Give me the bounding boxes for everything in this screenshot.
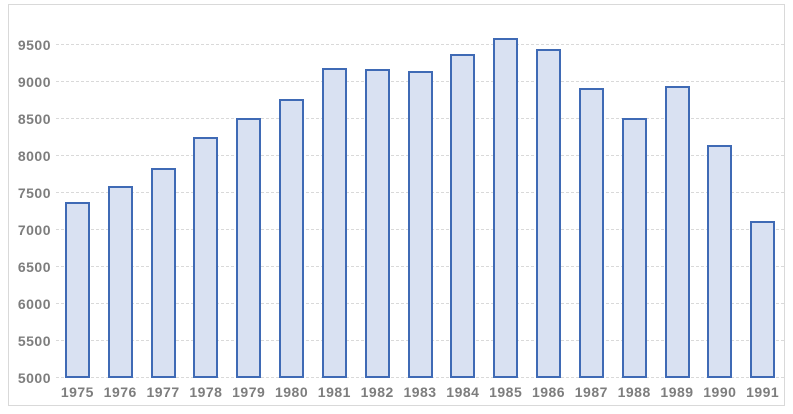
bar-1982 <box>364 69 390 378</box>
x-tick-label: 1984 <box>446 384 480 400</box>
chart-frame: 5000 5500 6000 6500 7000 7500 8000 8500 9000 9500… <box>8 4 785 406</box>
x-tick-label: 1985 <box>489 384 523 400</box>
x-tick-label: 1981 <box>317 384 351 400</box>
bar-1980 <box>279 98 305 378</box>
bar-slot <box>227 27 270 378</box>
bar-slot <box>184 27 227 378</box>
bar-1986 <box>536 49 562 378</box>
plot-area <box>56 27 784 378</box>
bar-slot <box>741 27 784 378</box>
x-tick-label: 1987 <box>574 384 608 400</box>
gridline <box>56 44 784 46</box>
x-tick-label: 1979 <box>232 384 266 400</box>
x-tick-label: 1977 <box>146 384 180 400</box>
x-tick-label: 1988 <box>617 384 651 400</box>
x-tick-label: 1990 <box>703 384 737 400</box>
bar-1990 <box>707 145 733 378</box>
bar-slot <box>698 27 741 378</box>
y-tick-label: 5000 <box>17 370 51 386</box>
bars-container <box>56 27 784 378</box>
bar-slot <box>142 27 185 378</box>
x-tick-label: 1980 <box>274 384 309 400</box>
y-tick-label: 8000 <box>17 148 51 165</box>
bar-slot <box>570 27 613 378</box>
y-tick-label: 7500 <box>17 185 51 202</box>
x-tick-label: 1989 <box>660 384 694 400</box>
bar-slot <box>527 27 570 378</box>
bar-slot <box>484 27 527 378</box>
y-tick-label: 6000 <box>17 296 51 313</box>
y-tick-label: 6500 <box>17 259 51 276</box>
bar-1991 <box>750 221 776 378</box>
bar-1988 <box>621 117 647 378</box>
y-tick-label: 5500 <box>17 333 51 350</box>
bar-1979 <box>236 117 262 378</box>
bar-slot <box>270 27 313 378</box>
x-axis-labels: 1975 1976 1977 1978 1979 1980 1981 1982 1983 1984… <box>56 381 784 403</box>
y-tick-label: 9500 <box>17 37 51 54</box>
bar-slot <box>399 27 442 378</box>
bar-1985 <box>493 38 519 378</box>
bar-slot <box>613 27 656 378</box>
bar-1976 <box>107 185 133 378</box>
bar-1981 <box>321 67 347 378</box>
y-tick-label: 7000 <box>17 222 51 239</box>
x-tick-label: 1975 <box>60 384 94 400</box>
bar-1975 <box>64 202 90 378</box>
bar-slot <box>356 27 399 378</box>
bar-slot <box>56 27 99 378</box>
bar-slot <box>99 27 142 378</box>
bar-1984 <box>450 53 476 378</box>
bar-1987 <box>578 88 604 378</box>
x-tick-label: 1991 <box>746 384 780 400</box>
bar-1983 <box>407 71 433 378</box>
bar-1978 <box>193 137 219 378</box>
y-axis-labels: 5000 5500 6000 6500 7000 7500 8000 8500 9000 9500 <box>13 27 51 385</box>
y-tick-label: 9000 <box>17 74 51 91</box>
bar-1977 <box>150 168 176 378</box>
x-tick-label: 1978 <box>189 384 223 400</box>
bar-slot <box>441 27 484 378</box>
x-tick-label: 1986 <box>531 384 566 400</box>
x-tick-label: 1976 <box>103 384 137 400</box>
bar-1989 <box>664 86 690 378</box>
x-tick-label: 1983 <box>403 384 437 400</box>
y-tick-label: 8500 <box>17 111 51 128</box>
bar-slot <box>656 27 699 378</box>
x-tick-label: 1982 <box>360 384 394 400</box>
bar-slot <box>313 27 356 378</box>
